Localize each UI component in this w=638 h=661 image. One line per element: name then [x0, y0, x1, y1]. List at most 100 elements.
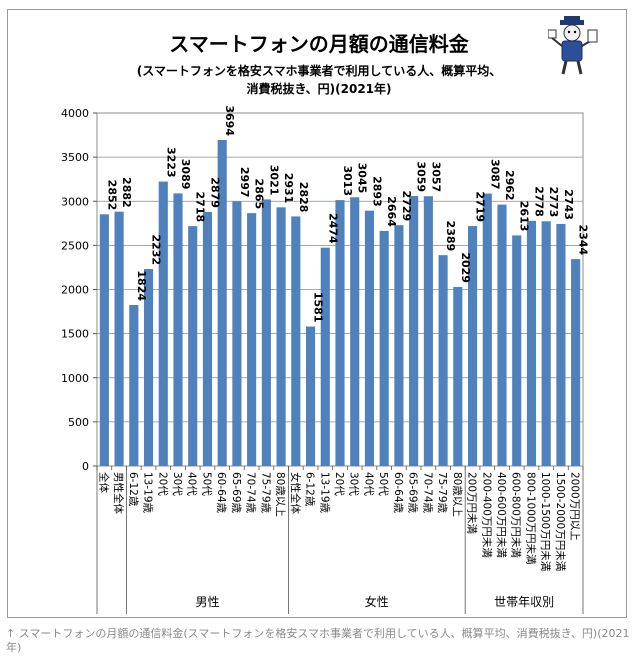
- data-label: 2828: [297, 182, 310, 213]
- bar: [247, 213, 257, 466]
- figure-caption: ↑ スマートフォンの月額の通信料金(スマートフォンを格安スマホ事業者で利用してい…: [6, 627, 630, 654]
- x-tick-label: 600-800万円未満: [510, 472, 522, 558]
- bar: [276, 207, 286, 466]
- x-tick-label: 30代: [348, 472, 360, 496]
- bar: [217, 140, 227, 466]
- bar: [394, 225, 404, 466]
- x-tick-label: 70-74歳: [421, 472, 433, 514]
- bar: [482, 193, 492, 466]
- bar: [173, 193, 183, 466]
- x-tick-label: 男性全体: [112, 472, 125, 514]
- bar: [335, 200, 345, 466]
- data-label: 2389: [444, 221, 457, 252]
- x-tick-label: 1000-1500万円未満: [539, 472, 551, 572]
- x-tick-label: 30代: [171, 472, 183, 496]
- x-tick-label: 80歳以上: [451, 472, 463, 517]
- bar: [143, 269, 154, 466]
- data-label: 3694: [223, 105, 236, 136]
- bar: [129, 305, 139, 466]
- group-label: 女性: [365, 594, 389, 609]
- data-label: 2882: [120, 177, 133, 208]
- x-tick-label: 75-79歳: [436, 472, 448, 514]
- data-label: 3057: [429, 162, 442, 193]
- data-label: 2718: [194, 192, 207, 223]
- bar: [350, 197, 360, 466]
- bar: [423, 196, 433, 466]
- y-tick-label: 4000: [61, 107, 89, 120]
- bar: [541, 221, 551, 466]
- bar: [114, 211, 124, 466]
- x-tick-label: 200万円未満: [466, 472, 478, 535]
- x-tick-label: 13-19歳: [142, 472, 154, 514]
- x-tick-label: 80歳以上: [274, 472, 286, 517]
- x-tick-label: 200-400万円未満: [480, 472, 492, 558]
- y-tick-label: 2500: [61, 239, 89, 252]
- bar: [261, 199, 271, 466]
- bar: [158, 181, 168, 466]
- x-tick-label: 女性全体: [289, 472, 302, 514]
- x-tick-label: 20代: [156, 472, 168, 496]
- data-label: 3045: [356, 163, 369, 194]
- bar: [232, 201, 242, 466]
- bar: [556, 223, 566, 466]
- y-tick-label: 0: [82, 460, 89, 473]
- y-tick-label: 3500: [61, 151, 89, 164]
- group-label: 世帯年収別: [494, 595, 554, 609]
- bar: [320, 247, 330, 466]
- x-tick-label: 65-69歳: [230, 472, 242, 514]
- data-label: 3021: [267, 165, 280, 196]
- bar: [512, 235, 522, 466]
- data-label: 2719: [474, 191, 487, 222]
- data-label: 3087: [488, 159, 501, 190]
- data-label: 2865: [253, 179, 266, 210]
- x-tick-label: 70-74歳: [245, 472, 257, 514]
- data-label: 2778: [532, 186, 545, 217]
- data-label: 2729: [400, 191, 413, 222]
- bar: [291, 216, 301, 466]
- chart-subtitle-line-2: 消費税抜き、円)(2021年): [246, 82, 392, 96]
- x-tick-label: 60-64歳: [392, 472, 404, 514]
- x-tick-label: 20代: [333, 472, 345, 496]
- x-tick-label: 65-69歳: [407, 472, 419, 514]
- x-tick-label: 75-79歳: [259, 472, 271, 514]
- bar: [99, 214, 109, 466]
- group-label: 男性: [195, 595, 219, 609]
- y-tick-label: 500: [68, 416, 89, 429]
- data-label: 2879: [208, 177, 221, 208]
- bar: [379, 230, 389, 466]
- data-label: 2029: [459, 252, 472, 283]
- x-tick-label: 400-600万円未満: [495, 472, 507, 558]
- chart-title: スマートフォンの月額の通信料金: [169, 32, 469, 56]
- data-label: 2852: [105, 180, 118, 211]
- data-label: 2893: [370, 176, 383, 207]
- data-label: 3013: [341, 165, 354, 196]
- data-label: 3059: [415, 161, 428, 192]
- y-tick-label: 1000: [61, 372, 89, 385]
- bar-chart: 0 500 1000 1500 2000 2500 3000 3500 4000 2852 全体 2…: [61, 105, 590, 614]
- bar: [438, 255, 448, 466]
- x-tick-label: 1500-2000万円未満: [554, 472, 566, 572]
- x-tick-label: 6-12歳: [304, 472, 316, 507]
- y-tick-label: 3000: [61, 195, 89, 208]
- data-label: 2997: [238, 167, 251, 198]
- data-label: 2613: [518, 201, 531, 232]
- bar: [497, 204, 507, 466]
- bar: [526, 220, 537, 466]
- data-label: 3223: [164, 147, 177, 178]
- chart-subtitle-line-1: (スマートフォンを格安スマホ事業者で利用している人、概算平均、: [136, 64, 502, 78]
- data-label: 2344: [577, 225, 590, 256]
- x-tick-label: 50代: [377, 472, 389, 496]
- data-label: 1581: [312, 292, 325, 323]
- x-tick-label: 全体: [97, 472, 110, 493]
- y-tick-label: 1500: [61, 328, 89, 341]
- x-tick-label: 50代: [200, 472, 212, 496]
- x-tick-label: 6-12歳: [127, 472, 139, 507]
- bar: [188, 226, 198, 466]
- bar: [364, 210, 375, 466]
- data-label: 2962: [503, 170, 516, 201]
- bar: [409, 196, 419, 467]
- x-tick-label: 40代: [186, 472, 198, 496]
- x-tick-label: 2000万円以上: [569, 472, 581, 541]
- data-label: 2743: [562, 189, 575, 220]
- bar: [202, 211, 213, 466]
